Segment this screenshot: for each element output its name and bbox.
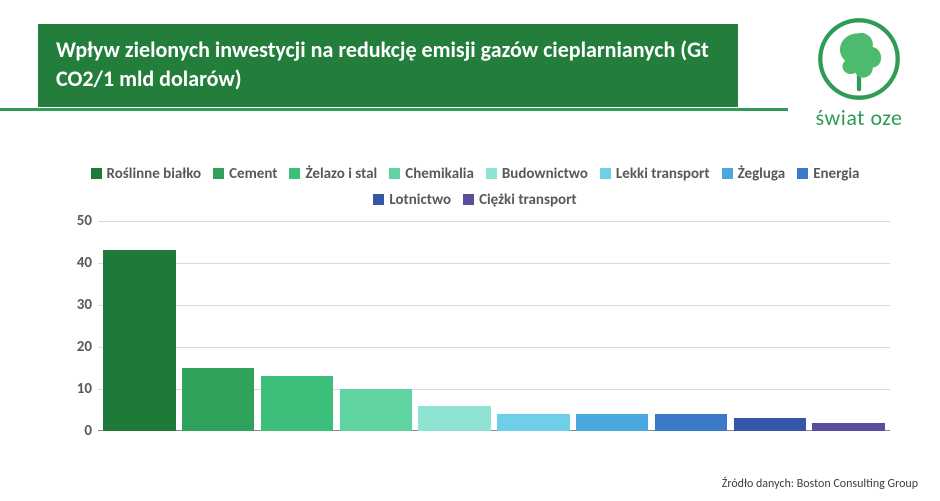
y-tick-label: 50 bbox=[77, 212, 92, 230]
bar bbox=[734, 418, 806, 431]
legend-swatch bbox=[722, 168, 733, 179]
bar bbox=[655, 414, 727, 431]
legend-label: Żegluga bbox=[738, 165, 786, 183]
bar bbox=[812, 423, 884, 431]
bar bbox=[497, 414, 569, 431]
legend-label: Roślinne białko bbox=[107, 165, 202, 183]
chart-area: Roślinne białko Cement Żelazo i stal Chemik… bbox=[60, 162, 890, 462]
legend-label: Budownictwo bbox=[502, 165, 588, 183]
legend-label: Cement bbox=[229, 165, 277, 183]
legend: Roślinne białko Cement Żelazo i stal Chemik… bbox=[60, 162, 890, 213]
legend-label: Lekki transport bbox=[616, 165, 710, 183]
legend-item: Lotnictwo bbox=[373, 188, 451, 214]
legend-item: Chemikalia bbox=[389, 162, 474, 188]
legend-swatch bbox=[213, 168, 224, 179]
bar-slot bbox=[730, 221, 809, 431]
bars-container bbox=[98, 221, 890, 431]
bar-slot bbox=[809, 221, 888, 431]
legend-item: Cement bbox=[213, 162, 277, 188]
y-tick-label: 40 bbox=[77, 254, 92, 272]
bar-slot bbox=[573, 221, 652, 431]
legend-item: Żegluga bbox=[722, 162, 786, 188]
bar bbox=[261, 376, 333, 431]
y-tick-label: 10 bbox=[77, 380, 92, 398]
y-tick-label: 20 bbox=[77, 338, 92, 356]
brand-name: świat oze bbox=[804, 104, 914, 131]
y-tick-label: 30 bbox=[77, 296, 92, 314]
y-tick-label: 0 bbox=[84, 422, 92, 440]
legend-label: Energia bbox=[813, 165, 859, 183]
y-axis: 01020304050 bbox=[60, 221, 98, 431]
legend-item: Energia bbox=[797, 162, 859, 188]
bar bbox=[182, 368, 254, 431]
chart-title: Wpływ zielonych inwestycji na redukcję e… bbox=[56, 36, 709, 92]
legend-label: Żelazo i stal bbox=[305, 165, 377, 183]
legend-swatch bbox=[486, 168, 497, 179]
bar bbox=[418, 406, 490, 431]
legend-label: Chemikalia bbox=[405, 165, 474, 183]
legend-label: Ciężki transport bbox=[479, 191, 577, 209]
legend-swatch bbox=[389, 168, 400, 179]
legend-swatch bbox=[373, 194, 384, 205]
bar-slot bbox=[258, 221, 337, 431]
bar bbox=[340, 389, 412, 431]
legend-item: Ciężki transport bbox=[463, 188, 577, 214]
bar-slot bbox=[336, 221, 415, 431]
legend-item: Lekki transport bbox=[600, 162, 710, 188]
legend-swatch bbox=[289, 168, 300, 179]
bar bbox=[576, 414, 648, 431]
bar-slot bbox=[652, 221, 731, 431]
legend-item: Żelazo i stal bbox=[289, 162, 377, 188]
legend-swatch bbox=[797, 168, 808, 179]
legend-label: Lotnictwo bbox=[389, 191, 451, 209]
title-underline bbox=[0, 108, 788, 111]
bar-slot bbox=[494, 221, 573, 431]
source-text: Źródło danych: Boston Consulting Group bbox=[722, 477, 918, 491]
tree-icon bbox=[816, 16, 902, 102]
plot-area: 01020304050 bbox=[60, 221, 890, 431]
legend-swatch bbox=[463, 194, 474, 205]
bar-slot bbox=[179, 221, 258, 431]
bar bbox=[103, 250, 175, 431]
brand-logo: świat oze bbox=[804, 16, 914, 131]
legend-swatch bbox=[600, 168, 611, 179]
chart-title-bar: Wpływ zielonych inwestycji na redukcję e… bbox=[38, 24, 738, 107]
legend-item: Roślinne białko bbox=[91, 162, 202, 188]
legend-item: Budownictwo bbox=[486, 162, 588, 188]
legend-swatch bbox=[91, 168, 102, 179]
bar-slot bbox=[100, 221, 179, 431]
bar-slot bbox=[415, 221, 494, 431]
